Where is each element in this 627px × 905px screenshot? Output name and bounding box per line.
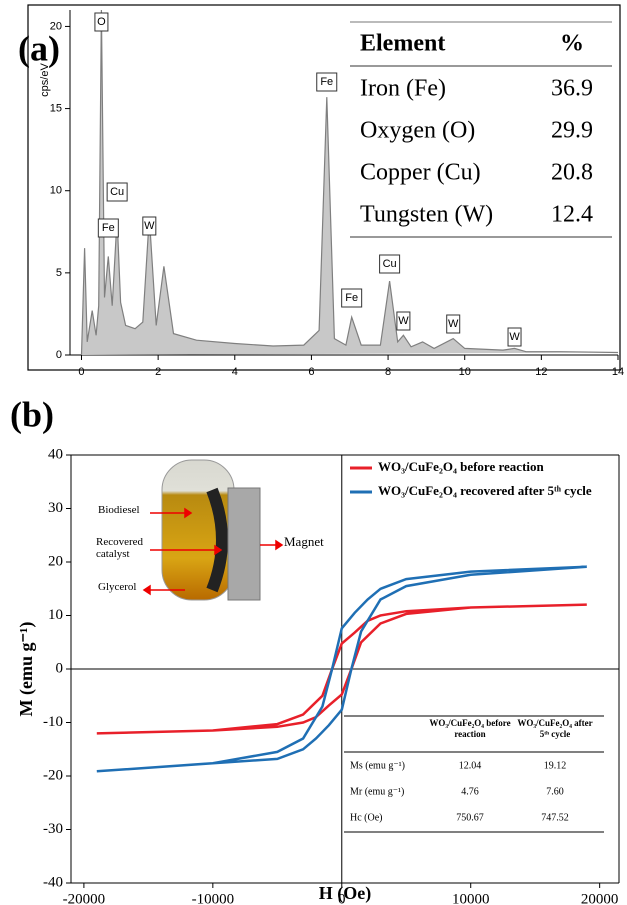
table-cell: Oxygen (O) xyxy=(360,118,475,144)
table-header: WO₃/CuFe₂O₄ before reaction xyxy=(429,718,511,739)
peak-label-box xyxy=(94,12,109,32)
x-tick-label: 0 xyxy=(338,891,346,905)
peak-label: Fe xyxy=(320,76,333,88)
photo-label-box: Biodiesel xyxy=(98,504,140,516)
table-cell: 7.60 xyxy=(546,786,564,797)
inset-photo xyxy=(142,459,284,601)
y-tick-label: 10 xyxy=(48,607,63,623)
table-cell: 12.4 xyxy=(551,202,593,228)
y-axis-label: cps/eV xyxy=(39,63,51,97)
photo-label: Magnet xyxy=(284,536,324,549)
y-tick-label: -20 xyxy=(43,767,63,783)
photo-label-box: Magnet xyxy=(284,536,324,549)
x-tick-label: 20000 xyxy=(581,891,619,905)
peak-label-box xyxy=(379,254,401,274)
peak-label-box xyxy=(316,72,338,92)
table-cell: 19.12 xyxy=(544,760,567,771)
y-tick-label: 5 xyxy=(56,267,62,279)
x-axis-label: H (Oe) xyxy=(319,883,371,904)
photo-label: Biodiesel xyxy=(98,504,140,516)
table-cell: 20.8 xyxy=(551,160,593,186)
x-tick-label: 0 xyxy=(78,366,84,378)
y-tick-label: -40 xyxy=(43,874,63,890)
x-tick-label: -10000 xyxy=(192,891,235,905)
peak-label-box xyxy=(507,327,522,347)
x-tick-label: 6 xyxy=(308,366,314,378)
table-cell: Hc (Oe) xyxy=(350,812,382,823)
legend-label-box: WO₃/CuFe₂O₄ recovered after 5ᵗʰ cycle xyxy=(378,483,592,498)
x-tick-label: 10 xyxy=(459,366,471,378)
legend-label: WO₃/CuFe₂O₄ before reaction xyxy=(378,459,544,474)
legend-label-box: WO₃/CuFe₂O₄ before reaction xyxy=(378,459,544,474)
peak-label-box xyxy=(341,288,363,308)
table-cell: Mr (emu g⁻¹) xyxy=(350,786,404,797)
peak-label: W xyxy=(509,331,520,343)
table-bg xyxy=(348,22,614,238)
table-cell: 4.76 xyxy=(461,786,479,797)
peak-label-box xyxy=(142,216,157,236)
peak-label: Fe xyxy=(102,222,115,234)
photo-label: Recovered catalyst xyxy=(96,536,144,560)
table-cell: Ms (emu g⁻¹) xyxy=(350,760,405,771)
peak-label-box xyxy=(97,218,119,238)
photo-label: Glycerol xyxy=(98,581,137,593)
table-cell: Iron (Fe) xyxy=(360,76,446,102)
peak-label: Cu xyxy=(110,186,124,198)
x-tick-label: 14 xyxy=(612,366,624,378)
x-tick-label: -20000 xyxy=(63,891,106,905)
table-cell: 36.9 xyxy=(551,76,593,102)
table-bg xyxy=(344,716,608,840)
table-header-box: WO₃/CuFe₂O₄ before reaction xyxy=(429,718,511,739)
table-cell: 747.52 xyxy=(541,812,569,823)
peak-label-box xyxy=(106,182,128,202)
spectrum xyxy=(80,9,619,356)
table-cell: Copper (Cu) xyxy=(360,160,481,186)
table-cell: 750.67 xyxy=(456,812,484,823)
table-header: WO₃/CuFe₂O₄ after 5ᵗʰ cycle xyxy=(517,718,593,739)
curve xyxy=(96,565,587,773)
peak-label: Fe xyxy=(345,292,358,304)
peak-label: W xyxy=(398,315,409,327)
y-tick-label: 10 xyxy=(50,185,62,197)
photo-label-box: Glycerol xyxy=(98,581,137,593)
photo-label-box: Recovered catalyst xyxy=(96,536,144,560)
panel-a-frame xyxy=(27,4,621,371)
legend-label: WO₃/CuFe₂O₄ recovered after 5ᵗʰ cycle xyxy=(378,483,592,498)
panel-label: (b) xyxy=(10,394,54,434)
peak-label: W xyxy=(144,220,155,232)
y-tick-label: 40 xyxy=(48,446,63,462)
table-cell: 12.04 xyxy=(459,760,482,771)
y-tick-label: -30 xyxy=(43,821,63,837)
peak-label: O xyxy=(97,16,106,28)
x-tick-label: 12 xyxy=(535,366,547,378)
table-cell: 29.9 xyxy=(551,118,593,144)
panel-label: (a) xyxy=(18,28,60,68)
table-header-box: WO₃/CuFe₂O₄ after 5ᵗʰ cycle xyxy=(517,718,593,739)
peak-label-box xyxy=(396,311,411,331)
y-tick-label: 20 xyxy=(50,20,62,32)
y-tick-label: 20 xyxy=(48,553,63,569)
x-tick-label: 2 xyxy=(155,366,161,378)
y-tick-label: 30 xyxy=(48,500,63,516)
y-axis-label: M (emu g⁻¹) xyxy=(16,622,37,717)
table-cell: Tungsten (W) xyxy=(360,202,493,228)
peak-label: W xyxy=(448,318,459,330)
y-tick-label: 15 xyxy=(50,102,62,114)
x-tick-label: 10000 xyxy=(452,891,490,905)
x-tick-label: 4 xyxy=(232,366,238,378)
table-header: Element xyxy=(360,31,445,57)
y-tick-label: 0 xyxy=(56,660,64,676)
x-tick-label: 8 xyxy=(385,366,391,378)
y-tick-label: 0 xyxy=(56,349,62,361)
table-header: % xyxy=(560,31,584,57)
peak-label: Cu xyxy=(383,258,397,270)
peak-label-box xyxy=(446,314,461,334)
y-tick-label: -10 xyxy=(43,714,63,730)
